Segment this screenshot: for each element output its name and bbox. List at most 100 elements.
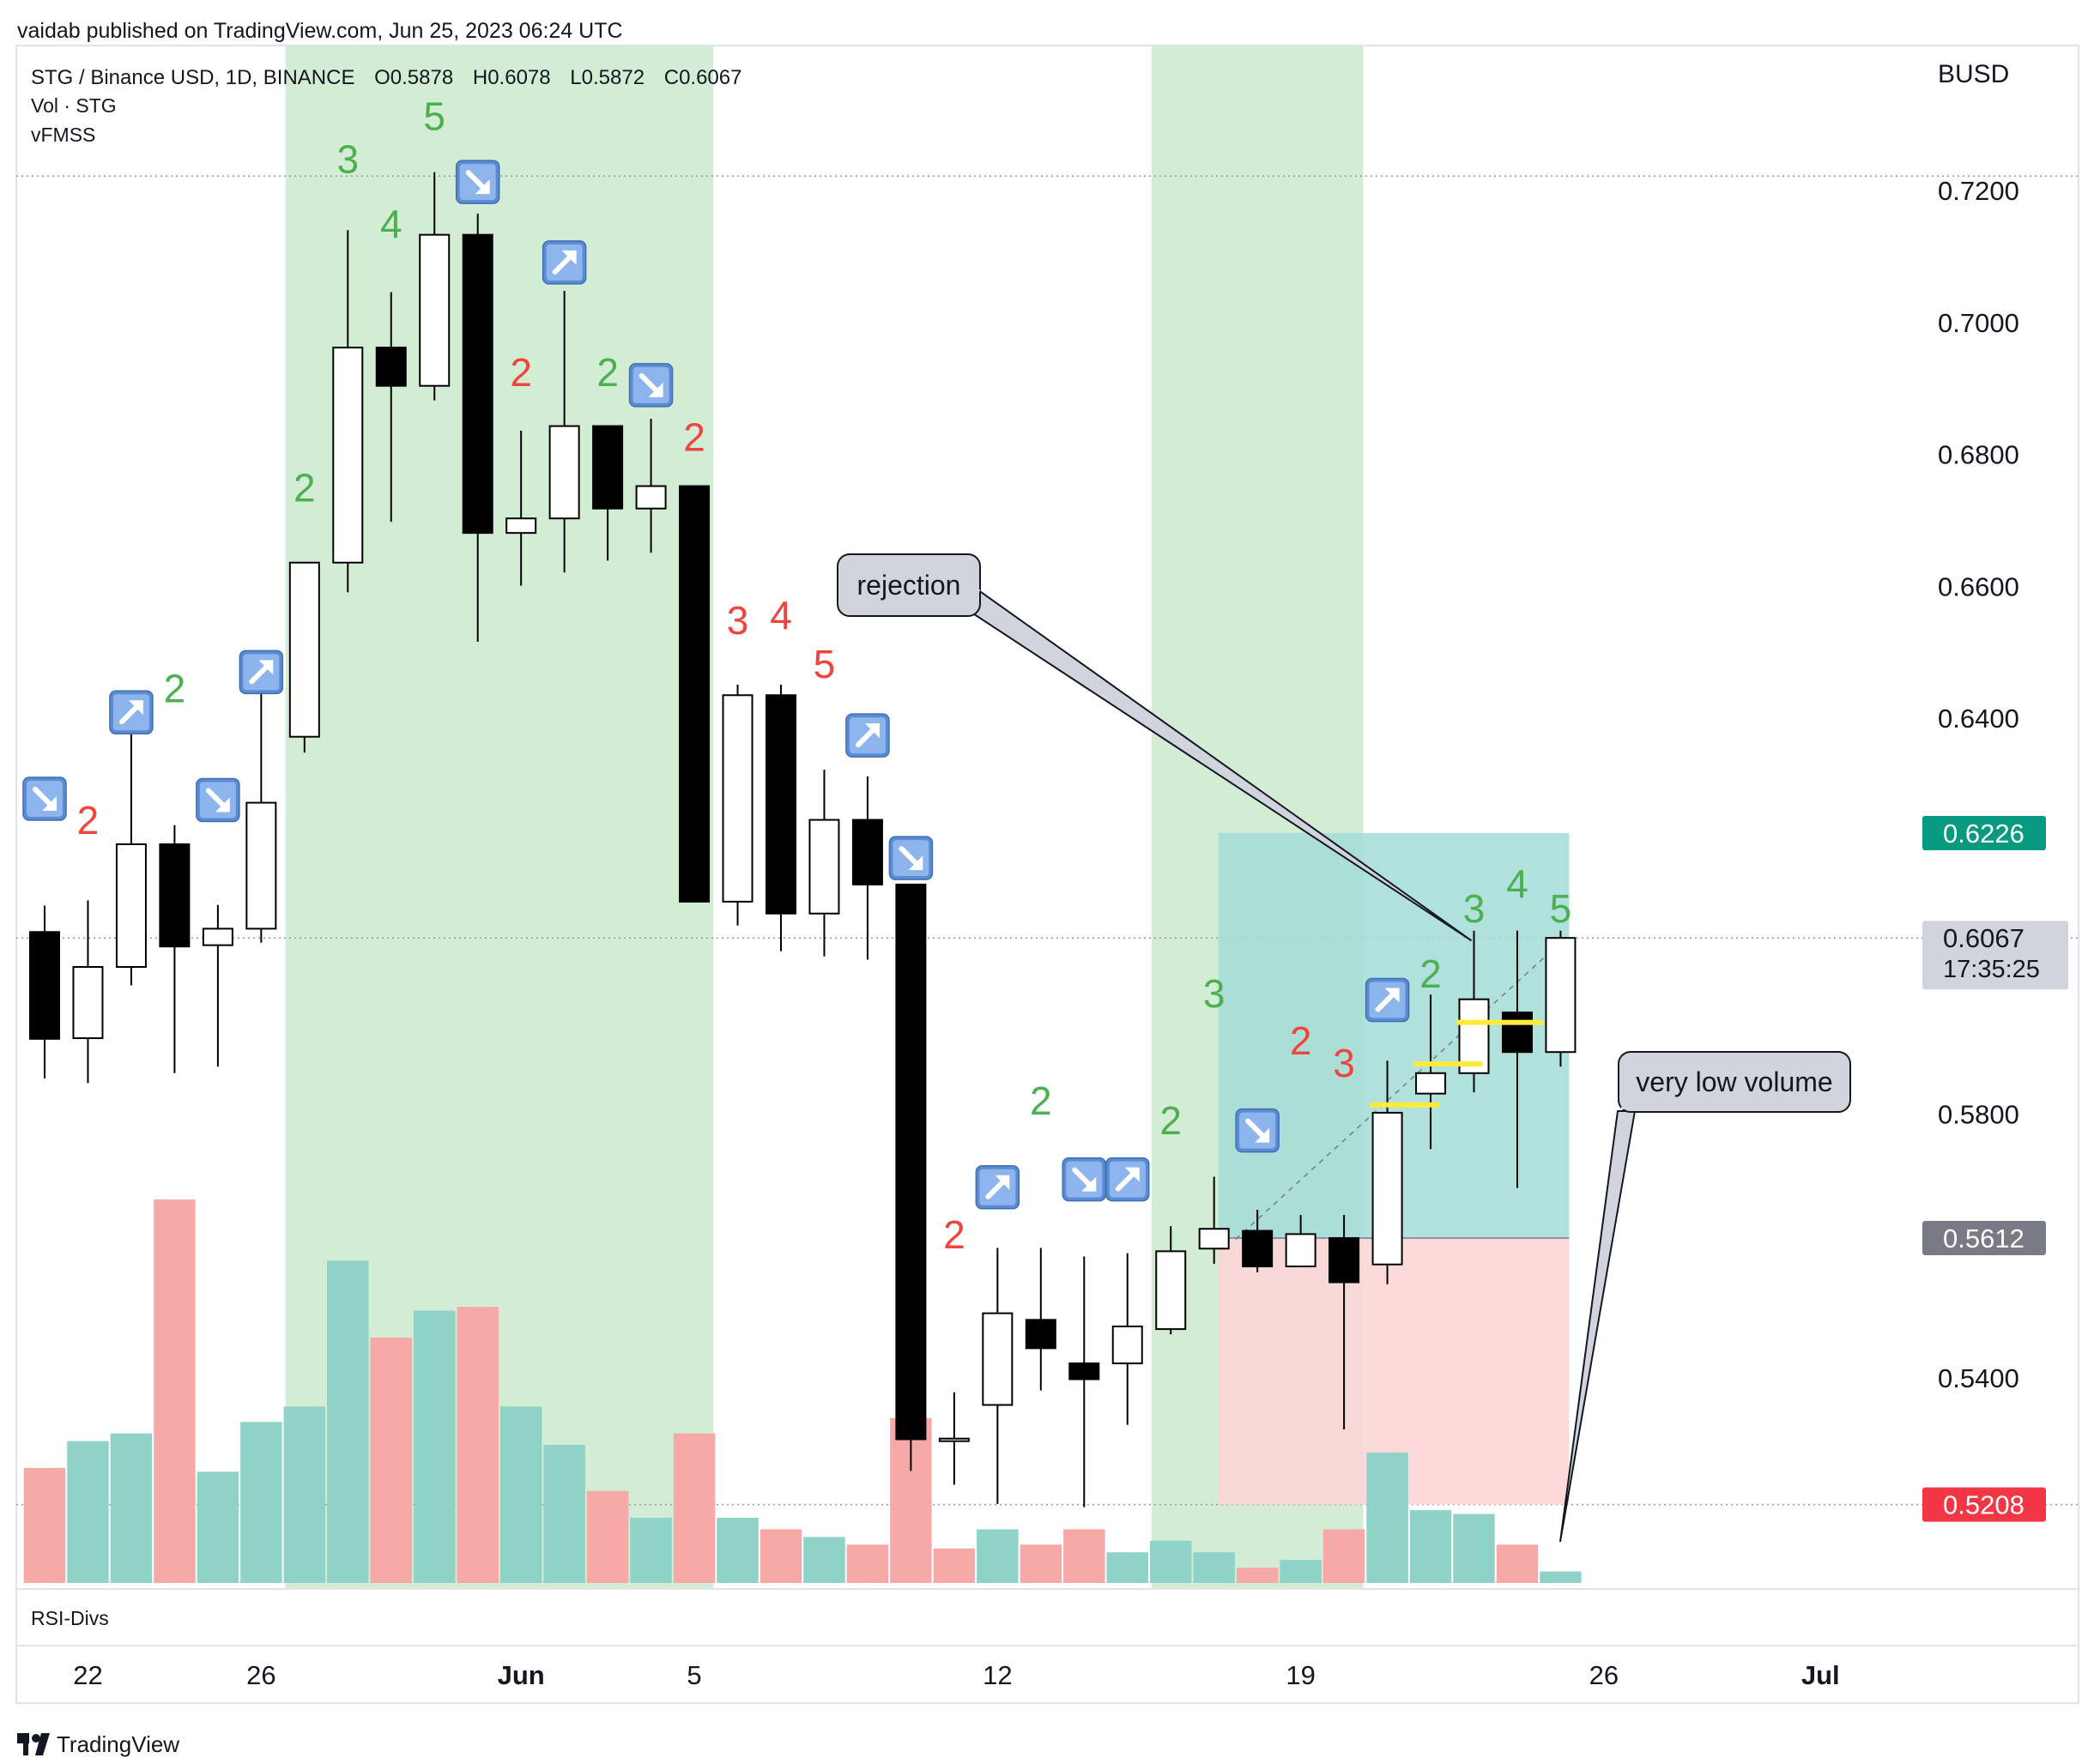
price-axis[interactable]: 0.7200 0.7000 0.6800 0.6600 0.6400 0.5800 0.54… <box>1938 176 2019 1393</box>
volume-bar <box>240 1422 282 1583</box>
candle <box>1111 1253 1143 1425</box>
volume-bar <box>1106 1552 1148 1583</box>
volume-bar <box>543 1445 585 1583</box>
candle-body <box>72 966 104 1040</box>
candle-body <box>245 801 277 930</box>
arrow-down-right-icon <box>22 776 67 821</box>
legend-symbol[interactable]: STG / Binance USD, 1D, BINANCE O0.5878 H… <box>31 66 741 89</box>
arrow-down-right-icon <box>1062 1157 1107 1202</box>
arrow-up-right-icon <box>1365 977 1410 1023</box>
low-volume-callout-box <box>1618 1051 1851 1113</box>
time-tick-label: 26 <box>1589 1660 1619 1690</box>
candle-body <box>1111 1326 1143 1365</box>
entry-price-badge: 0.5612 <box>1922 1220 2046 1255</box>
price-tick-label: 0.5400 <box>1938 1363 2019 1393</box>
volume-bar <box>1366 1453 1408 1583</box>
volume-bar <box>499 1406 542 1583</box>
arrow-head <box>648 382 663 397</box>
low-volume-callout[interactable]: very low volume <box>1559 1051 1851 1543</box>
time-tick-label: 22 <box>73 1660 102 1690</box>
count-label: 2 <box>1030 1078 1052 1123</box>
currency-label: BUSD <box>1938 60 2009 88</box>
volume-bar <box>413 1310 456 1583</box>
candle <box>1155 1226 1187 1335</box>
count-label: 4 <box>770 593 792 637</box>
footer-brand: TradingView <box>57 1731 179 1757</box>
candlesticks <box>29 172 1577 1507</box>
volume-bar <box>1063 1529 1105 1583</box>
count-label: 3 <box>1203 971 1226 1016</box>
price-tick-label: 0.7000 <box>1938 308 2019 338</box>
count-label: 2 <box>294 466 316 510</box>
stop-price-badge-bg <box>1922 1487 2046 1522</box>
candle <box>1242 1209 1274 1272</box>
candle <box>288 561 320 753</box>
candle <box>679 485 711 903</box>
low-volume-callout-text: very low volume <box>1636 1066 1832 1097</box>
countdown-text: 17:35:25 <box>1943 956 2040 983</box>
volume-bar <box>673 1433 716 1583</box>
candle-body <box>679 485 711 903</box>
entry-price-badge-bg <box>1922 1220 2046 1255</box>
price-tick-label: 0.6800 <box>1938 440 2019 470</box>
arrow-up-right-icon <box>975 1165 1020 1210</box>
candle <box>1198 1176 1230 1264</box>
candle-body <box>1371 1111 1403 1266</box>
volume-bar <box>760 1529 802 1583</box>
count-label: 5 <box>423 94 445 139</box>
volume-bar <box>197 1471 239 1583</box>
arrow-up-right-icon <box>239 649 284 695</box>
candle-body <box>592 425 624 510</box>
count-label: 3 <box>1333 1041 1355 1085</box>
candle <box>462 214 493 642</box>
candle <box>505 430 537 586</box>
candle <box>1328 1215 1360 1429</box>
candle-body <box>159 843 191 948</box>
rsi-pane-label[interactable]: RSI-Divs <box>31 1607 109 1629</box>
count-label: 4 <box>380 202 402 246</box>
legend-volume[interactable]: Vol · STG <box>31 94 117 117</box>
count-label: 2 <box>510 350 532 395</box>
candle-body <box>1242 1229 1274 1268</box>
candle <box>1025 1247 1056 1391</box>
candle-body <box>851 819 883 885</box>
arrow-down-right-icon <box>196 777 240 823</box>
yellow-levels <box>1370 1019 1544 1108</box>
arrow-head <box>561 250 577 265</box>
volume-bar <box>370 1337 412 1583</box>
candle-body <box>1198 1228 1230 1250</box>
price-badges: 0.6226 0.5612 0.5208 0.6067 17:35:25 <box>1922 815 2068 1522</box>
rejection-callout-text: rejection <box>857 570 961 601</box>
candle <box>202 904 233 1067</box>
rejection-callout-box <box>837 553 981 617</box>
count-label: 2 <box>943 1212 965 1257</box>
candle <box>375 292 407 523</box>
time-tick-label: 19 <box>1286 1660 1315 1690</box>
volume-bar <box>1453 1513 1495 1583</box>
callouts[interactable]: rejection very low volume <box>837 553 1851 1543</box>
candle-body <box>938 1437 970 1442</box>
arrow-head <box>995 1175 1010 1190</box>
candle-body <box>1545 937 1577 1054</box>
candle-body <box>29 931 60 1040</box>
rejection-callout[interactable]: rejection <box>837 553 1473 942</box>
candle <box>548 290 580 573</box>
candle <box>895 883 927 1471</box>
candle <box>635 419 667 553</box>
volume-bars <box>23 1199 1582 1583</box>
time-axis[interactable]: 22 26 Jun 5 12 19 26 Jul <box>73 1660 1839 1690</box>
legend-indicator[interactable]: vFMSS <box>31 124 95 146</box>
entry-price-badge-text: 0.5612 <box>1943 1223 2024 1254</box>
candle <box>159 825 191 1073</box>
volume-bar <box>1496 1544 1539 1583</box>
candle <box>851 776 883 960</box>
count-label: 3 <box>336 137 359 182</box>
candle-body <box>1328 1236 1360 1284</box>
candle <box>115 723 147 986</box>
count-label: 2 <box>1419 951 1442 996</box>
candle-body <box>895 883 927 1441</box>
candle-body <box>288 561 320 738</box>
count-label: 2 <box>77 798 100 843</box>
volume-bar <box>803 1537 845 1583</box>
volume-bar <box>977 1529 1019 1583</box>
